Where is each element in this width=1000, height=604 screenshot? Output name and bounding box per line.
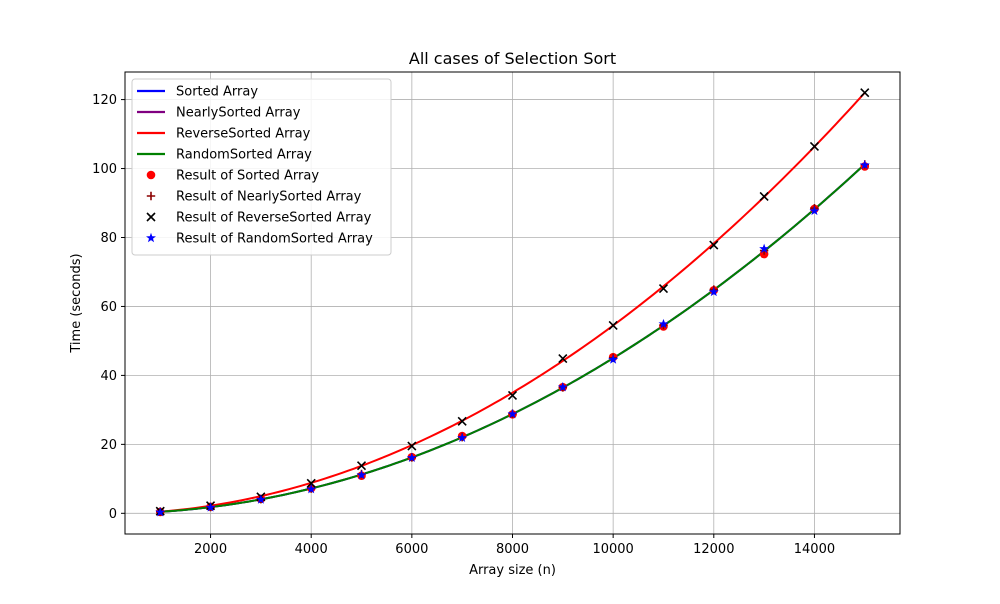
point-result-of-randomsorted-array xyxy=(759,243,770,254)
legend-swatch-result-of-randomsorted-array xyxy=(146,232,156,243)
x-tick-label: 10000 xyxy=(592,542,633,557)
point-result-of-randomsorted-array xyxy=(306,483,317,494)
point-result-of-randomsorted-array xyxy=(608,354,619,364)
plot-data xyxy=(155,88,870,517)
legend-swatch-result-of-nearlysorted-array xyxy=(146,191,156,201)
legend-label-result-of-randomsorted-array: Result of RandomSorted Array xyxy=(176,232,373,247)
x-tick-label: 2000 xyxy=(194,542,227,557)
legend-label-randomsorted-array: RandomSorted Array xyxy=(176,148,312,163)
point-result-of-randomsorted-array xyxy=(507,408,518,419)
x-tick-label: 6000 xyxy=(395,542,428,557)
point-result-of-reversesorted-array xyxy=(608,320,618,330)
x-axis-label: Array size (n) xyxy=(469,563,556,578)
axis-ticks: 2000 4000 6000 8000 10000 12000 14000 0 20 40 60 80… xyxy=(92,93,835,557)
point-result-of-reversesorted-array xyxy=(507,390,518,400)
series-line-reversesorted-array xyxy=(160,92,866,513)
point-result-of-reversesorted-array xyxy=(809,141,820,152)
x-tick-label: 12000 xyxy=(693,542,734,557)
y-tick-label: 100 xyxy=(92,162,117,177)
y-tick-label: 60 xyxy=(100,300,117,315)
point-result-of-reversesorted-array xyxy=(759,191,769,202)
legend-label-reversesorted-array: ReverseSorted Array xyxy=(176,127,311,142)
point-result-of-randomsorted-array xyxy=(406,452,417,463)
point-result-of-randomsorted-array xyxy=(457,432,468,443)
point-result-of-reversesorted-array xyxy=(457,416,467,426)
point-result-of-reversesorted-array xyxy=(860,88,870,98)
point-result-of-randomsorted-array xyxy=(356,469,367,480)
point-result-of-randomsorted-array xyxy=(255,494,266,504)
point-result-of-reversesorted-array xyxy=(658,283,669,294)
point-result-of-reversesorted-array xyxy=(356,461,367,471)
point-result-of-randomsorted-array xyxy=(859,159,870,170)
legend-label-result-of-reversesorted-array: Result of ReverseSorted Array xyxy=(176,211,372,226)
legend: Sorted Array NearlySorted Array ReverseSor… xyxy=(131,78,392,256)
y-tick-label: 80 xyxy=(100,231,117,246)
chart-title: All cases of Selection Sort xyxy=(409,49,616,68)
point-result-of-randomsorted-array xyxy=(708,286,719,297)
legend-label-result-of-sorted-array: Result of Sorted Array xyxy=(176,169,319,184)
legend-label-nearlysorted-array: NearlySorted Array xyxy=(176,106,301,121)
legend-label-sorted-array: Sorted Array xyxy=(176,85,258,100)
point-result-of-randomsorted-array xyxy=(658,318,669,329)
y-tick-label: 0 xyxy=(109,507,117,522)
legend-label-result-of-nearlysorted-array: Result of NearlySorted Array xyxy=(176,190,362,205)
legend-swatch-result-of-reversesorted-array xyxy=(146,212,156,222)
point-result-of-reversesorted-array xyxy=(709,240,719,250)
y-tick-label: 120 xyxy=(92,93,117,108)
point-result-of-randomsorted-array xyxy=(557,381,568,392)
x-tick-label: 4000 xyxy=(295,542,328,557)
point-result-of-randomsorted-array xyxy=(205,502,216,512)
point-result-of-reversesorted-array xyxy=(306,478,316,488)
point-result-of-reversesorted-array xyxy=(558,353,568,364)
legend-swatch-result-of-sorted-array xyxy=(146,170,156,180)
point-result-of-randomsorted-array xyxy=(155,507,166,517)
y-tick-label: 40 xyxy=(100,369,117,384)
x-tick-label: 14000 xyxy=(794,542,835,557)
y-axis-label: Time (seconds) xyxy=(69,253,84,353)
legend-box xyxy=(131,78,392,256)
y-tick-label: 20 xyxy=(100,438,117,453)
point-result-of-reversesorted-array xyxy=(407,441,417,451)
point-result-of-randomsorted-array xyxy=(809,205,820,216)
x-tick-label: 8000 xyxy=(496,542,529,557)
